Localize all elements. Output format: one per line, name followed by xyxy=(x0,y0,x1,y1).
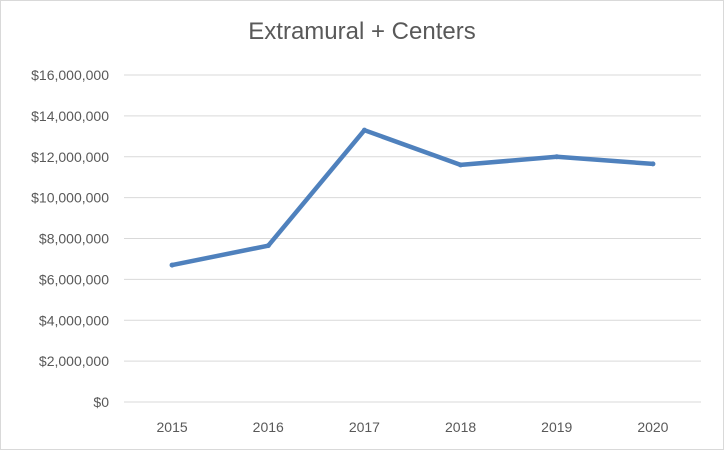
chart-title: Extramural + Centers xyxy=(248,18,476,45)
y-tick-label: $0 xyxy=(93,394,109,410)
y-tick-label: $12,000,000 xyxy=(31,149,109,165)
x-tick-label: 2016 xyxy=(253,419,284,435)
data-point-2018 xyxy=(458,162,464,168)
x-tick-label: 2019 xyxy=(541,419,572,435)
x-tick-label: 2017 xyxy=(349,419,380,435)
y-tick-label: $8,000,000 xyxy=(39,231,109,247)
series-line xyxy=(169,127,656,268)
y-tick-label: $2,000,000 xyxy=(39,353,109,369)
x-tick-label: 2020 xyxy=(637,419,668,435)
data-point-2020 xyxy=(650,161,656,167)
y-tick-label: $14,000,000 xyxy=(31,108,109,124)
y-tick-label: $16,000,000 xyxy=(31,67,109,83)
x-tick-label: 2018 xyxy=(445,419,476,435)
x-tick-label: 2015 xyxy=(157,419,188,435)
y-tick-label: $4,000,000 xyxy=(39,312,109,328)
data-point-2015 xyxy=(169,262,175,268)
y-tick-label: $10,000,000 xyxy=(31,190,109,206)
data-point-2019 xyxy=(554,154,560,160)
data-point-2016 xyxy=(265,243,271,249)
data-point-2017 xyxy=(361,127,367,133)
y-tick-label: $6,000,000 xyxy=(39,271,109,287)
